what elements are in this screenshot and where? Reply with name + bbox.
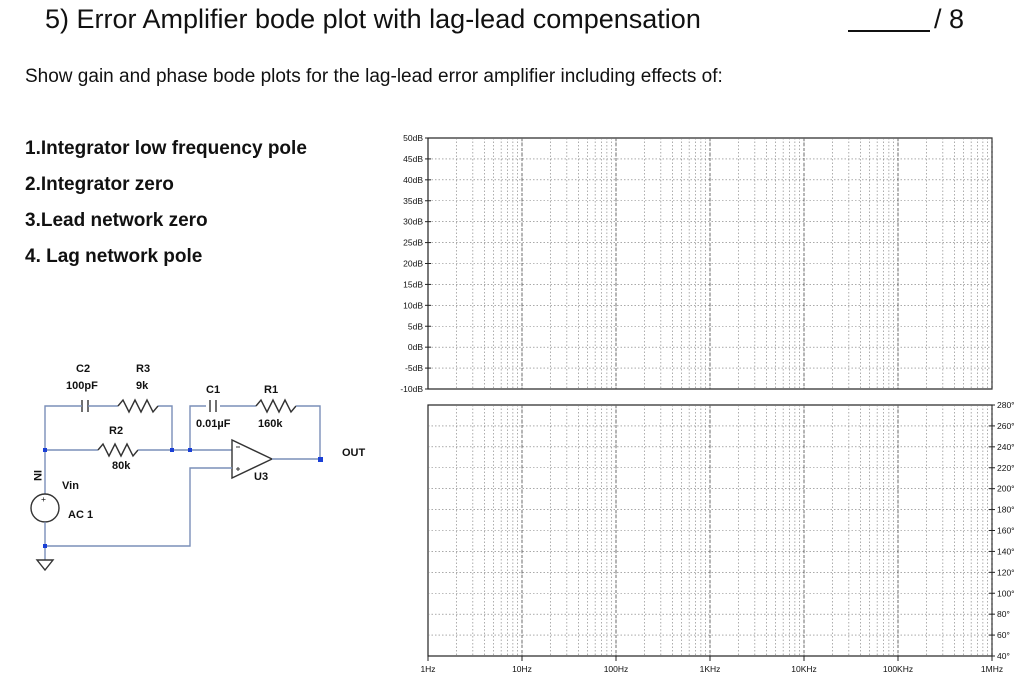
effects-list: 1.Integrator low frequency pole 2.Integr… (25, 137, 307, 281)
gain-tick-label: 25dB (403, 238, 423, 248)
c2-value: 100pF (66, 380, 98, 392)
gain-gridlines (428, 138, 993, 389)
phase-tick-label: 40° (997, 651, 1010, 661)
gain-tick-label: 20dB (403, 259, 423, 269)
gain-tick-label: 40dB (403, 175, 423, 185)
gain-tick-label: -5dB (405, 363, 423, 373)
freq-tick-label: 1MHz (981, 664, 1003, 674)
freq-tick-label: 100KHz (883, 664, 913, 674)
phase-tick-label: 200° (997, 484, 1015, 494)
phase-tick-label: 140° (997, 546, 1015, 556)
gain-tick-label: -10dB (400, 384, 423, 394)
gain-tick-label: 50dB (403, 133, 423, 143)
phase-tick-label: 260° (997, 421, 1015, 431)
r3-name: R3 (136, 363, 150, 375)
effect-item: 3.Lead network zero (25, 210, 208, 231)
phase-tick-label: 60° (997, 630, 1010, 640)
gain-tick-label: 0dB (408, 342, 423, 352)
freq-tick-label: 10Hz (512, 664, 532, 674)
gain-tick-label: 30dB (403, 217, 423, 227)
phase-tick-label: 280° (997, 400, 1015, 410)
instructions-text: Show gain and phase bode plots for the l… (25, 66, 723, 87)
score-field[interactable]: / 8 (848, 4, 964, 35)
gain-tick-label: 15dB (403, 279, 423, 289)
phase-tick-label: 160° (997, 526, 1015, 536)
phase-tick-label: 240° (997, 442, 1015, 452)
gain-tick-label: 10dB (403, 300, 423, 310)
source-value: AC 1 (68, 509, 93, 521)
score-blank[interactable] (848, 4, 930, 32)
freq-tick-label: 1KHz (700, 664, 721, 674)
phase-tick-label: 120° (997, 567, 1015, 577)
page-title: 5) Error Amplifier bode plot with lag-le… (45, 4, 701, 34)
gain-tick-label: 5dB (408, 321, 423, 331)
gain-tick-label: 45dB (403, 154, 423, 164)
output-label: OUT (342, 447, 366, 459)
c1-name: C1 (206, 384, 220, 396)
c2-name: C2 (76, 363, 90, 375)
phase-axis-labels: 280° 260° 240° 220° 200° 180° 160° 140° 120° 100°… (989, 400, 1015, 661)
effect-item: 1.Integrator low frequency pole (25, 138, 307, 159)
gain-axis-labels: 50dB 45dB 40dB 35dB 30dB 25dB 20dB 15dB 10dB 5dB 0… (400, 133, 431, 394)
score-total: / 8 (934, 4, 965, 34)
phase-tick-label: 100° (997, 588, 1015, 598)
frequency-axis-labels: 1Hz 10Hz 100Hz 1KHz 10KHz 100KHz 1MHz (420, 656, 1003, 674)
phase-tick-label: 220° (997, 463, 1015, 473)
plus-sign: + (41, 494, 46, 504)
phase-tick-label: 80° (997, 609, 1010, 619)
r1-value: 160k (258, 418, 283, 430)
r3-value: 9k (136, 380, 149, 392)
input-label: IN (31, 470, 43, 481)
source-name: Vin (62, 480, 79, 492)
freq-tick-label: 100Hz (604, 664, 629, 674)
r2-value: 80k (112, 460, 131, 472)
r1-name: R1 (264, 384, 278, 396)
effect-item: 2.Integrator zero (25, 174, 174, 195)
phase-gridlines (428, 405, 993, 656)
gain-tick-label: 35dB (403, 196, 423, 206)
effect-item: 4. Lag network pole (25, 246, 203, 267)
phase-tick-label: 180° (997, 505, 1015, 515)
freq-tick-label: 1Hz (420, 664, 435, 674)
opamp-name: U3 (254, 471, 268, 483)
freq-tick-label: 10KHz (791, 664, 817, 674)
r2-name: R2 (109, 425, 123, 437)
c1-value: 0.01µF (196, 418, 231, 430)
